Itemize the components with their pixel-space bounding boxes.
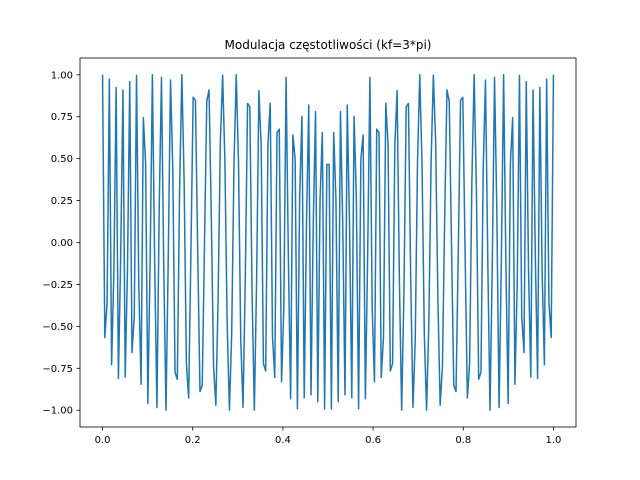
- series-layer: [101, 74, 555, 411]
- x-tick-label: 1.0: [546, 435, 562, 446]
- x-tick-label: 0.4: [275, 435, 291, 446]
- y-tick-label: 0.25: [51, 196, 73, 207]
- y-tick-label: 0.50: [51, 154, 73, 165]
- x-tick-label: 0.8: [455, 435, 471, 446]
- y-tick-label: 0.00: [51, 238, 73, 249]
- x-axis: 0.0 0.2 0.4 0.6 0.8 1.0: [95, 427, 562, 446]
- y-tick-label: −0.25: [42, 280, 73, 291]
- x-tick-label: 0.2: [185, 435, 201, 446]
- chart-title: Modulacja częstotliwości (kf=3*pi): [225, 38, 432, 52]
- x-tick-label: 0.0: [95, 435, 111, 446]
- y-axis: −1.00 −0.75 −0.50 −0.25 0.00 0.25 0.50 0.75 1.00: [42, 70, 80, 417]
- x-tick-label: 0.6: [365, 435, 381, 446]
- series-line-0: [101, 74, 555, 411]
- y-tick-label: −0.75: [42, 364, 73, 375]
- y-tick-label: 0.75: [51, 112, 73, 123]
- y-tick-label: −1.00: [42, 406, 73, 417]
- y-tick-label: −0.50: [42, 322, 73, 333]
- y-tick-label: 1.00: [51, 70, 73, 81]
